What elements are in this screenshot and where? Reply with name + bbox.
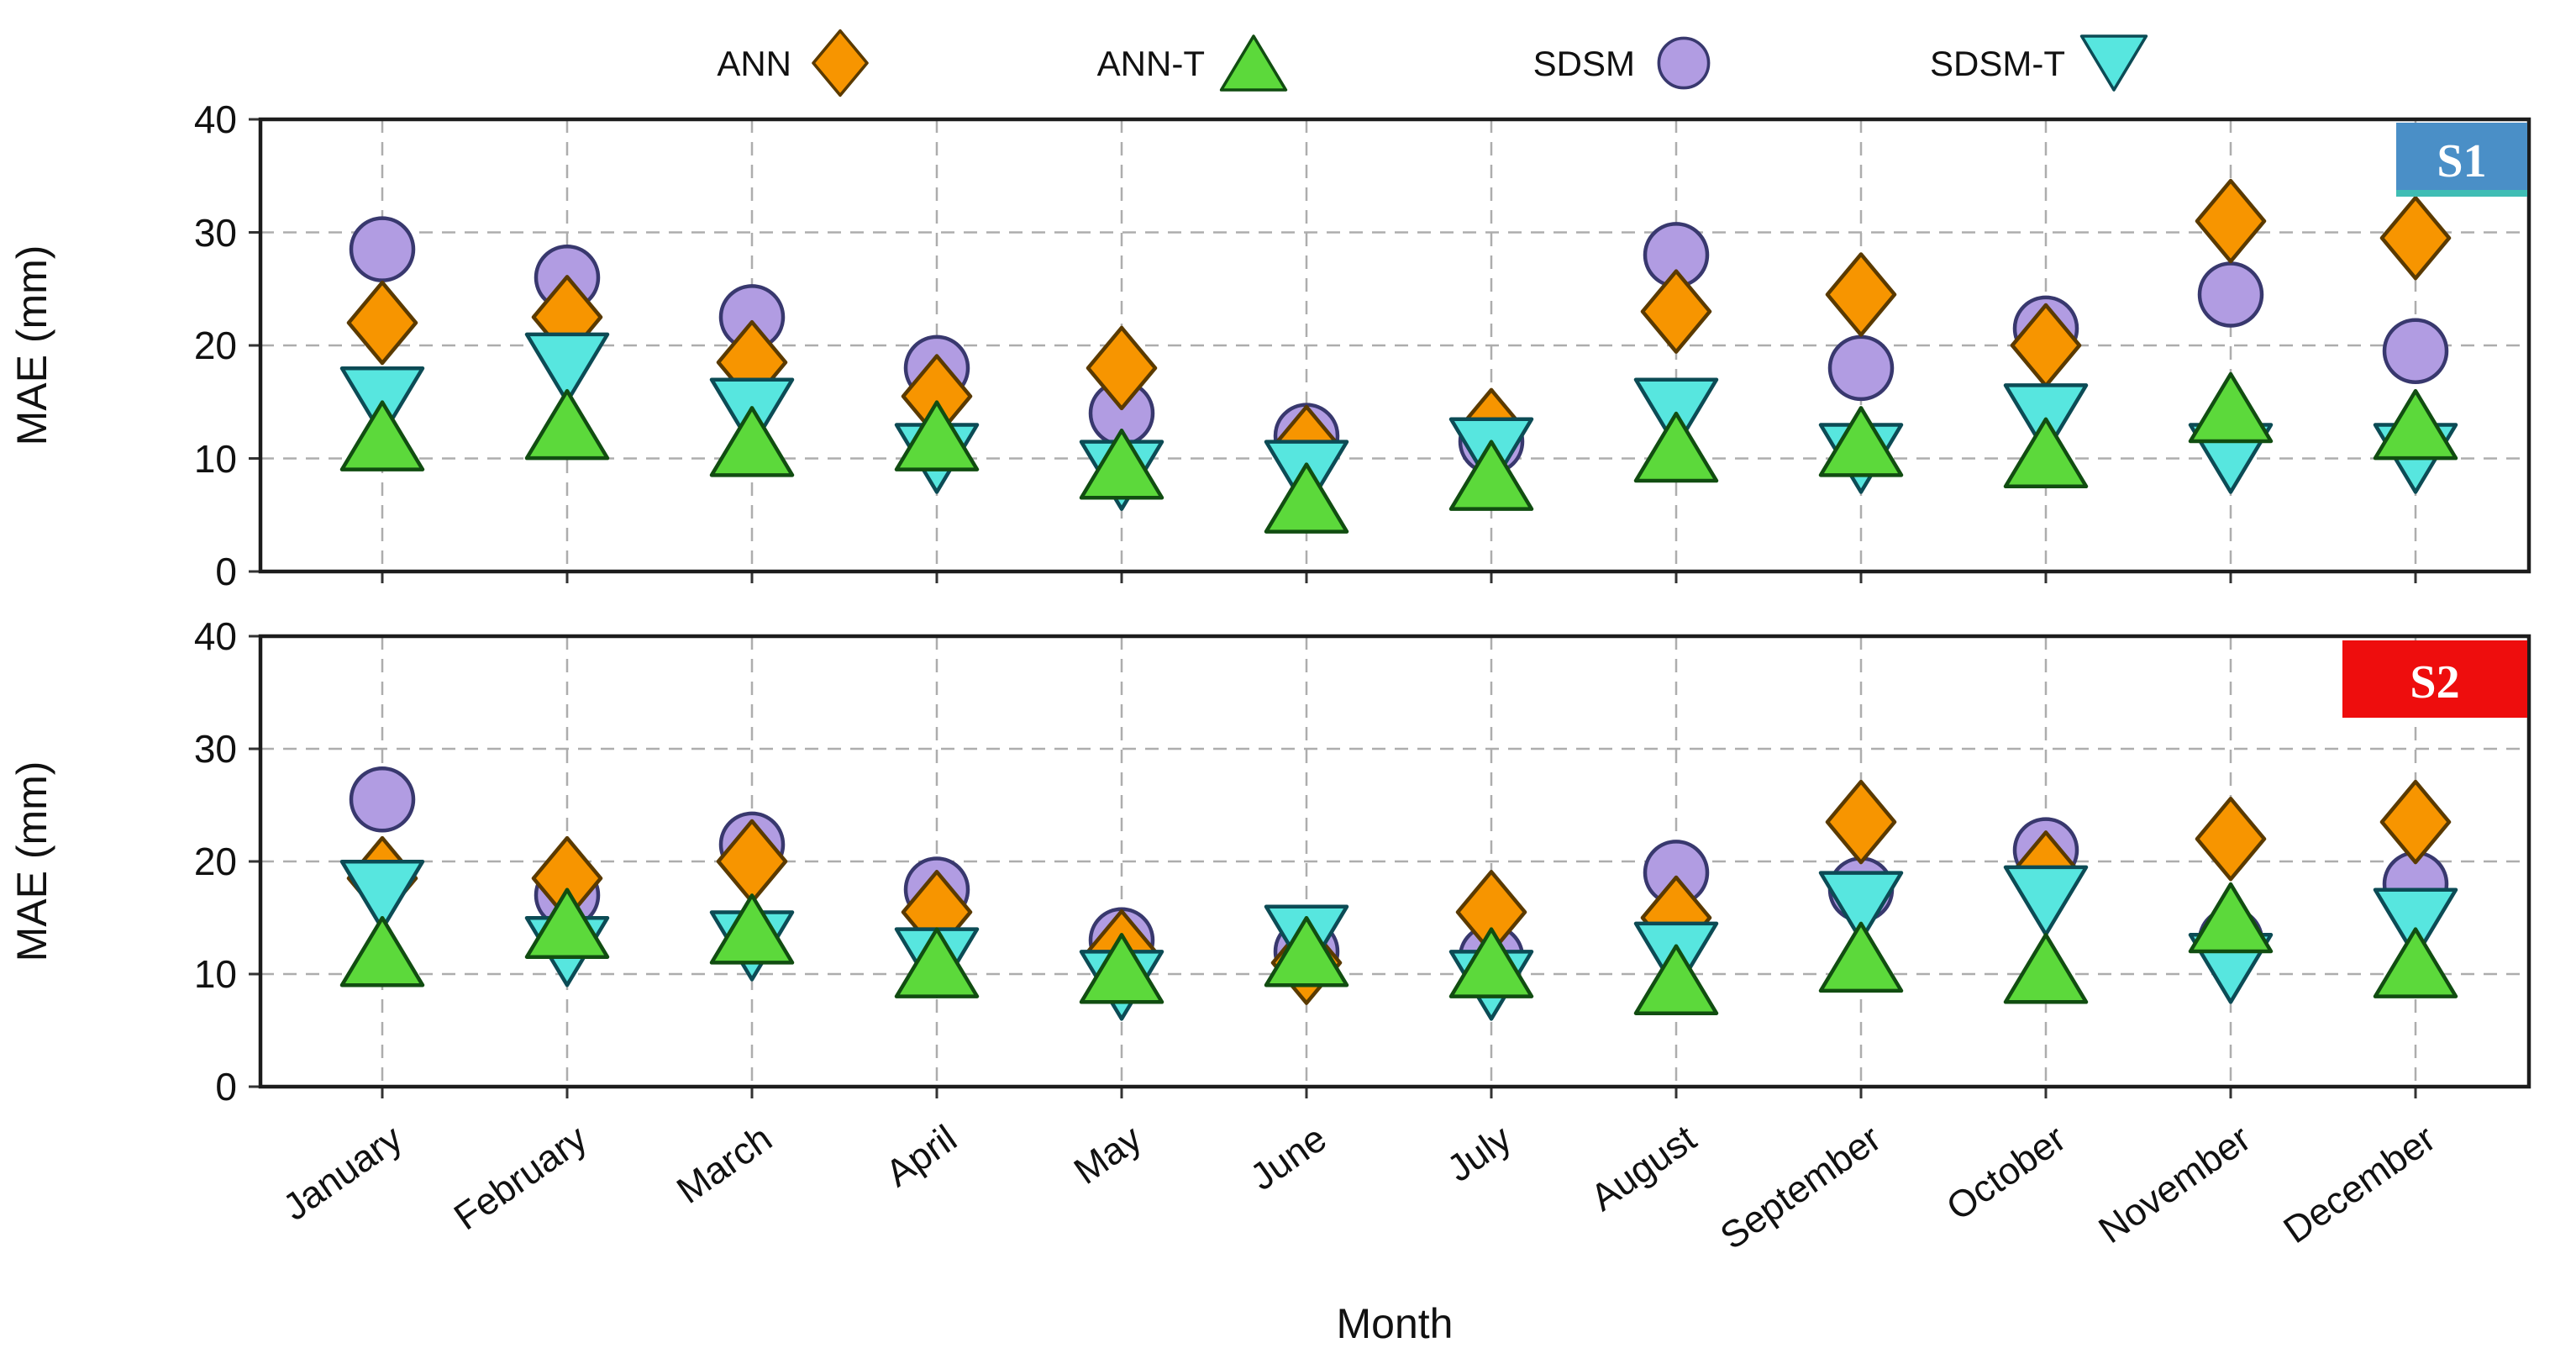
marker-ann-december-s2 [2379, 779, 2452, 865]
y-axis-s2: 0 10 20 30 40 [194, 614, 237, 1109]
marker-ann-t-april-s1 [894, 400, 980, 471]
legend-item-ann: ANN [717, 44, 791, 83]
marker-ann-t-november-s1 [2188, 371, 2274, 444]
panel-border-S1 [258, 117, 2531, 574]
marker-ann-january-s1 [346, 280, 418, 366]
marker-ann-t-may-s1 [1079, 428, 1164, 500]
chart-layer [249, 29, 2531, 1098]
marker-ann-t-december-s1 [2373, 388, 2458, 461]
marker-ann-t-february-s2 [524, 887, 610, 959]
month-label: March [669, 1116, 780, 1211]
month-label: April [878, 1116, 965, 1194]
month-label: December [2275, 1116, 2442, 1251]
marker-ann-t-june-s1 [1264, 462, 1349, 534]
marker-ann-november-s1 [2195, 178, 2267, 264]
month-label: August [1583, 1116, 1704, 1219]
marker-ann-t-march-s1 [709, 406, 795, 477]
marker-ann-t-august-s2 [1633, 944, 1719, 1015]
month-label: January [275, 1116, 410, 1229]
marker-sdsm-december-s1 [2382, 318, 2449, 384]
marker-ann-september-s1 [1825, 252, 1897, 337]
panel-tag-s1-underline [2396, 190, 2527, 197]
diamond-icon [812, 29, 869, 97]
marker-ann-t-july-s2 [1448, 927, 1534, 998]
marker-sdsm-january-s2 [349, 766, 416, 833]
month-label: May [1066, 1116, 1149, 1193]
panel-border-S2 [258, 634, 2531, 1089]
ytick-label: 40 [194, 614, 237, 658]
marker-ann-september-s2 [1825, 779, 1897, 865]
ytick-label: 20 [194, 840, 237, 883]
marker-sdsm-t-december-s2 [2373, 887, 2458, 959]
legend-item-ann-t: ANN-T [1097, 44, 1205, 83]
y-axis-title-s1: MAE (mm) [8, 245, 55, 446]
x-axis-month-labels: January February March April May June Ju… [275, 1116, 2442, 1257]
legend-item-sdsm: SDSM [1533, 44, 1635, 83]
panel-tag-s1-box [2396, 123, 2527, 193]
circle-icon [1657, 36, 1711, 90]
ytick-label: 10 [194, 952, 237, 996]
month-label: February [446, 1116, 595, 1238]
ytick-label: 30 [194, 211, 237, 255]
month-label: October [1938, 1116, 2073, 1229]
panel-tag-s1: S1 [2396, 123, 2527, 197]
ytick-label: 10 [194, 437, 237, 481]
marker-ann-t-october-s1 [2003, 417, 2089, 489]
marker-ann-t-june-s2 [1264, 915, 1349, 987]
month-label: July [1439, 1116, 1519, 1190]
panel-tag-s2: S2 [2342, 640, 2527, 718]
panel-tag-s1-label: S1 [2437, 135, 2486, 187]
month-label: September [1712, 1116, 1889, 1257]
ytick-label: 0 [215, 1065, 237, 1109]
ytick-label: 30 [194, 727, 237, 771]
marker-sdsm-t-october-s2 [2003, 865, 2089, 937]
marker-ann-t-july-s1 [1448, 440, 1534, 511]
x-axis-title: Month [1337, 1300, 1454, 1347]
marker-sdsm-september-s1 [1827, 334, 1895, 402]
marker-ann-t-august-s1 [1633, 411, 1719, 483]
marker-ann-t-january-s1 [339, 400, 425, 471]
marker-ann-december-s1 [2379, 195, 2452, 281]
marker-ann-t-september-s2 [1818, 921, 1904, 993]
marker-ann-t-october-s2 [2003, 933, 2089, 1004]
ytick-label: 40 [194, 97, 237, 141]
y-axis-title-s2: MAE (mm) [8, 761, 55, 962]
marker-ann-t-april-s2 [894, 927, 980, 998]
marker-sdsm-january-s1 [349, 216, 416, 282]
ytick-label: 20 [194, 324, 237, 367]
marker-sdsm-t-september-s2 [1818, 871, 1904, 942]
marker-sdsm-t-january-s2 [339, 859, 425, 931]
month-label: June [1243, 1116, 1334, 1198]
marker-sdsm-t-february-s1 [524, 332, 610, 404]
month-label: November [2090, 1116, 2258, 1251]
marker-ann-t-march-s2 [709, 893, 795, 965]
marker-sdsm-november-s1 [2197, 261, 2264, 328]
panel-tag-s2-label: S2 [2410, 656, 2459, 708]
marker-ann-t-december-s2 [2373, 927, 2458, 998]
marker-ann-t-may-s2 [1079, 933, 1164, 1004]
triangle-down-icon [2079, 34, 2148, 92]
marker-ann-november-s2 [2195, 796, 2267, 882]
ytick-label: 0 [215, 550, 237, 593]
marker-ann-t-september-s1 [1818, 406, 1904, 477]
y-axis-s1: 0 10 20 30 40 [194, 97, 237, 593]
marker-ann-may-s1 [1086, 325, 1158, 411]
marker-ann-t-november-s2 [2188, 882, 2274, 954]
panel-tag-s2-box [2342, 640, 2527, 718]
legend: ANN ANN-T SDSM SDSM-T [717, 44, 2065, 83]
triangle-up-icon [1219, 34, 1288, 92]
marker-ann-august-s1 [1640, 269, 1712, 354]
marker-ann-t-january-s2 [339, 915, 425, 987]
marker-ann-t-february-s1 [524, 388, 610, 461]
legend-item-sdsm-t: SDSM-T [1930, 44, 2065, 83]
